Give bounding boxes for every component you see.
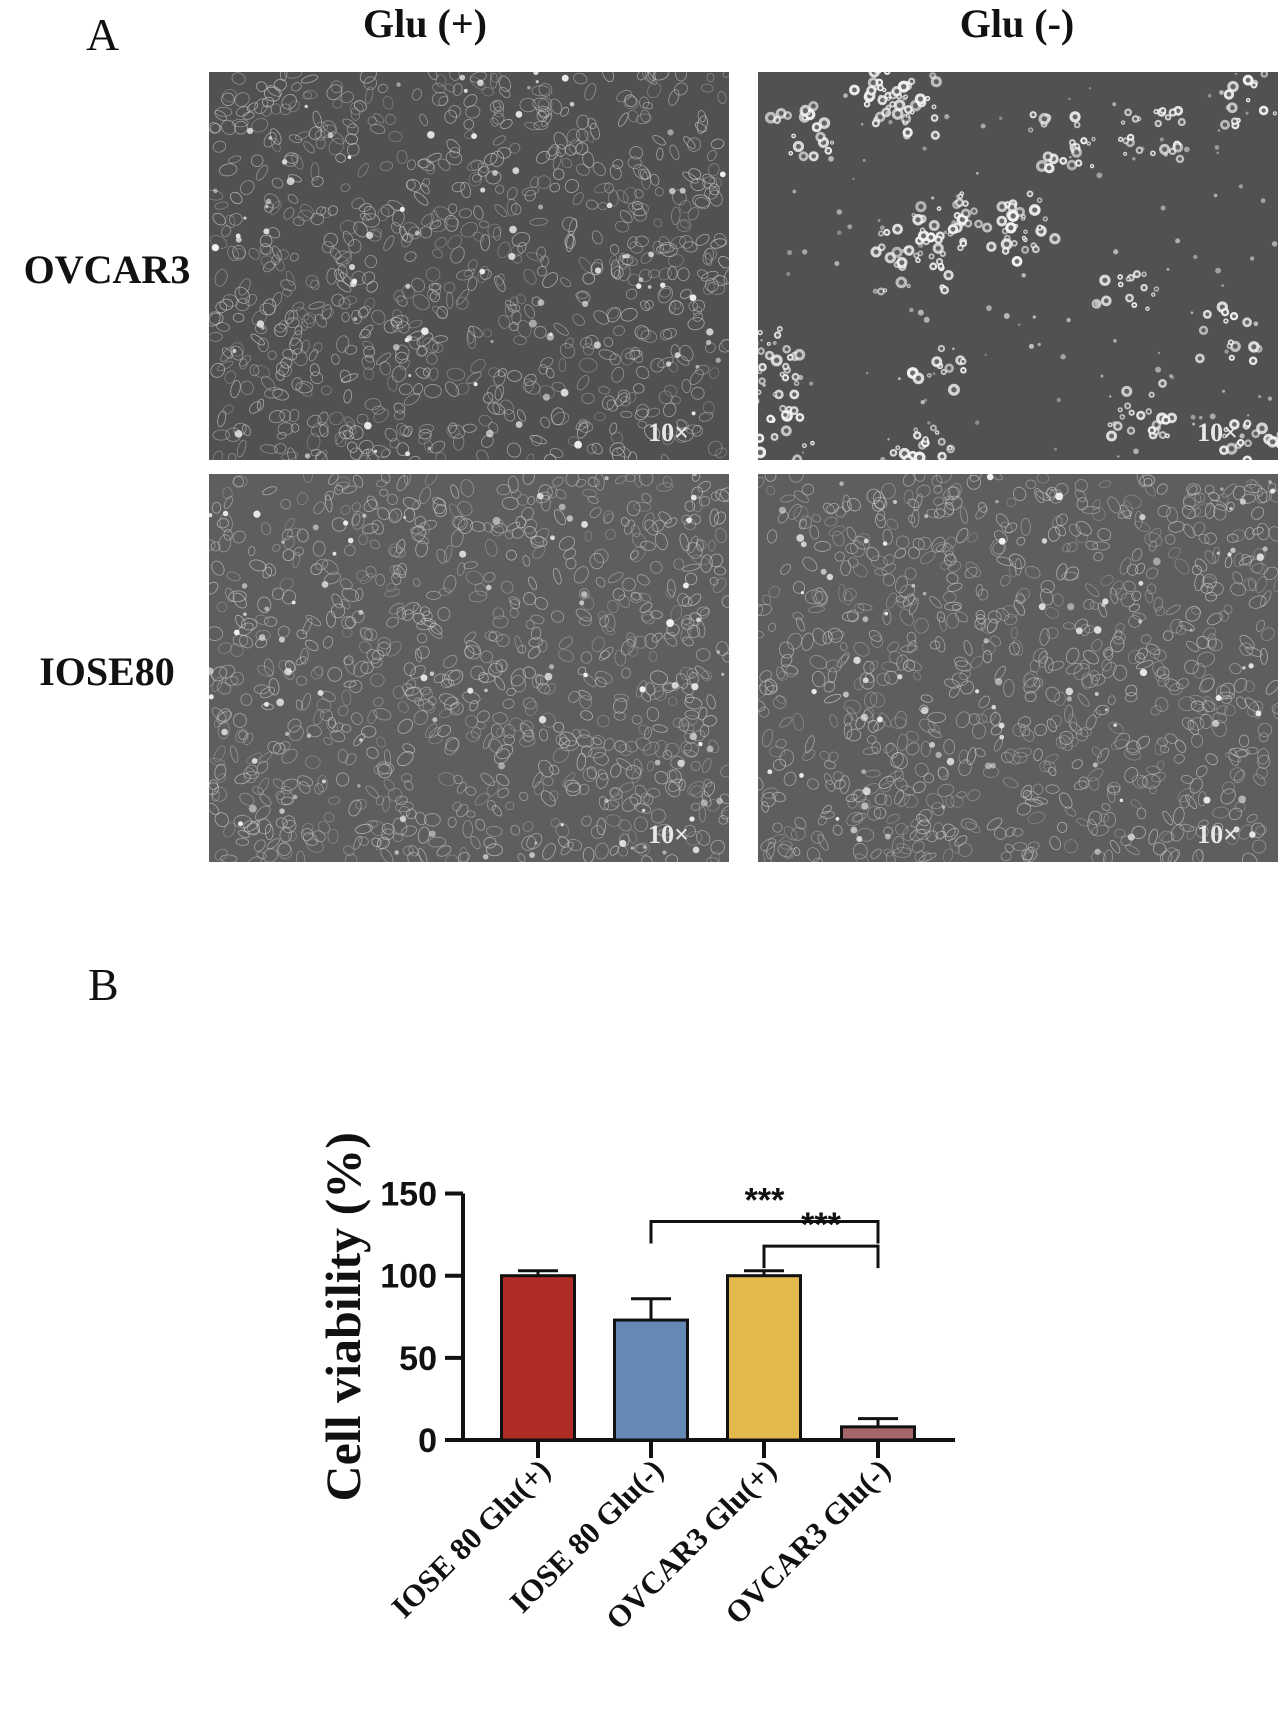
y-tick-label: 50 — [399, 1340, 437, 1378]
row-header-ovcar3: OVCAR3 — [23, 247, 191, 292]
significance-bracket — [649, 1219, 880, 1244]
bar-1 — [500, 1274, 576, 1442]
column-header-glu-plus: Glu (+) — [363, 1, 487, 46]
y-tick-label: 0 — [418, 1422, 437, 1460]
bar-2 — [613, 1318, 689, 1442]
micrograph-ovcar3-glu-minus: 10× — [758, 72, 1278, 460]
significance-label: *** — [801, 1206, 841, 1244]
micrograph-iose80-glu-plus: 10× — [209, 474, 729, 862]
column-header-glu-minus: Glu (-) — [959, 1, 1075, 46]
y-tick-label: 100 — [380, 1258, 437, 1296]
y-axis-label: Cell viability (%) — [315, 1132, 371, 1501]
panel-b-label: B — [88, 959, 119, 1010]
bar-3 — [726, 1274, 802, 1442]
significance-bracket — [762, 1244, 880, 1269]
magnification-label: 10× — [1197, 418, 1238, 447]
panel-a-label: A — [86, 9, 120, 60]
bar-4 — [840, 1425, 916, 1442]
row-header-iose80: IOSE80 — [39, 649, 175, 694]
micrograph-iose80-glu-minus: 10× — [758, 474, 1278, 862]
micrograph-ovcar3-glu-plus: 10× — [209, 72, 729, 460]
significance-label: *** — [745, 1181, 785, 1219]
magnification-label: 10× — [648, 418, 689, 447]
y-tick-label: 150 — [380, 1176, 437, 1214]
magnification-label: 10× — [1197, 820, 1238, 849]
magnification-label: 10× — [648, 820, 689, 849]
